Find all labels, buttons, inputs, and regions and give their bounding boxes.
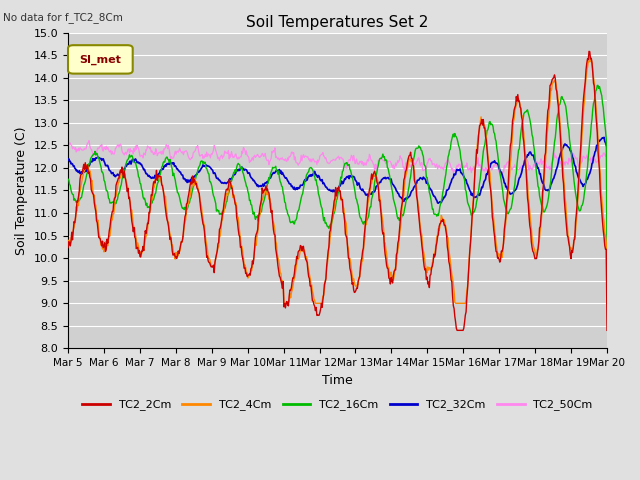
Text: SI_met: SI_met xyxy=(79,54,122,64)
Legend: TC2_2Cm, TC2_4Cm, TC2_16Cm, TC2_32Cm, TC2_50Cm: TC2_2Cm, TC2_4Cm, TC2_16Cm, TC2_32Cm, TC… xyxy=(78,395,597,415)
FancyBboxPatch shape xyxy=(68,45,132,73)
X-axis label: Time: Time xyxy=(322,373,353,387)
Y-axis label: Soil Temperature (C): Soil Temperature (C) xyxy=(15,126,28,255)
Text: No data for f_TC2_8Cm: No data for f_TC2_8Cm xyxy=(3,12,123,23)
Title: Soil Temperatures Set 2: Soil Temperatures Set 2 xyxy=(246,15,429,30)
